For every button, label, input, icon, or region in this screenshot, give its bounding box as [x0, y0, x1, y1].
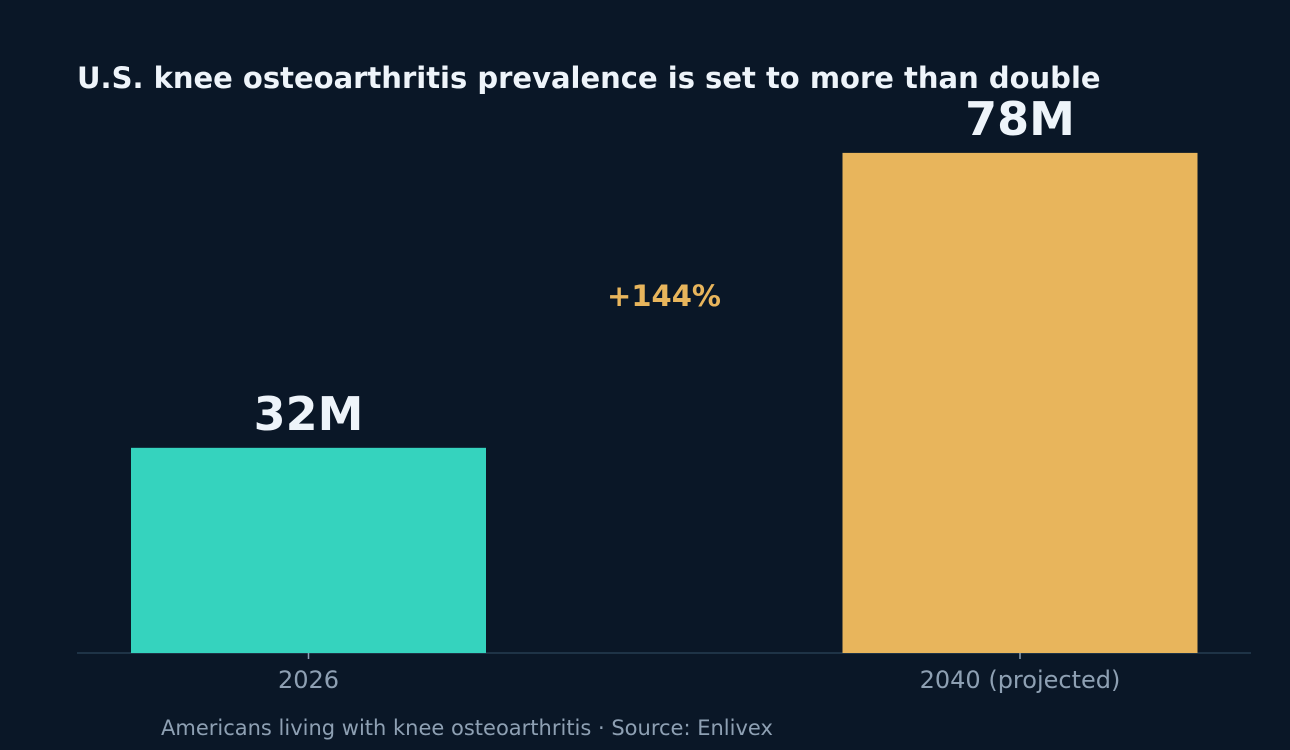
bar-value-label: 32M: [254, 387, 364, 441]
bar-2: [842, 152, 1198, 653]
x-tick-label: 2040 (projected): [920, 666, 1121, 694]
x-tick-label: 2026: [278, 666, 339, 694]
bar-value-label: 78M: [965, 92, 1075, 146]
change-annotation: +144%: [607, 279, 721, 313]
chart-title: U.S. knee osteoarthritis prevalence is s…: [77, 61, 1101, 95]
bar-1: [131, 447, 486, 653]
chart-footnote: Americans living with knee osteoarthriti…: [161, 716, 773, 740]
